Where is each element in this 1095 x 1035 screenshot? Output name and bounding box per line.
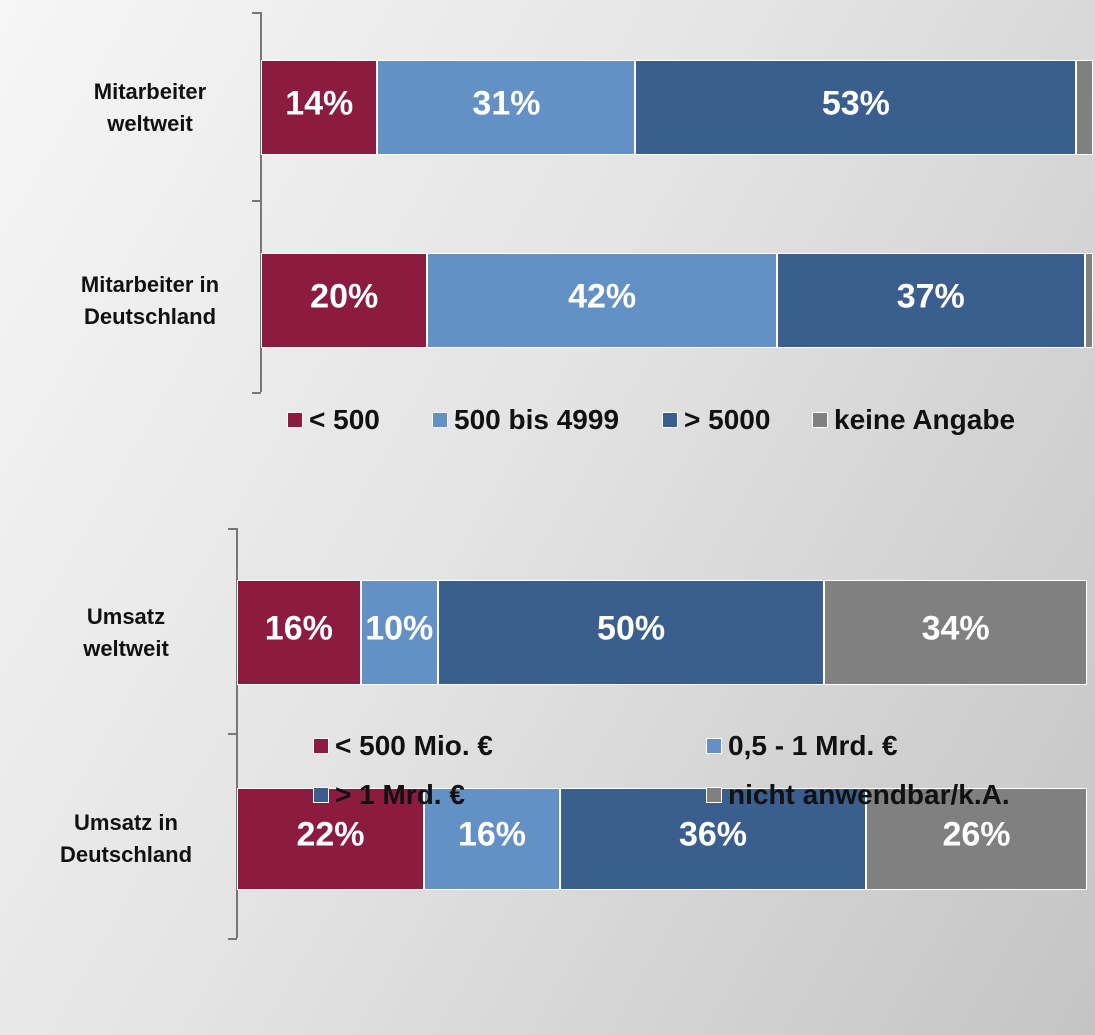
legend-item: 0,5 - 1 Mrd. €	[706, 730, 898, 762]
bar-segment	[824, 580, 1087, 685]
legend-swatch	[812, 412, 828, 428]
legend-swatch	[432, 412, 448, 428]
legend-label: < 500	[309, 404, 380, 435]
legend-item: 500 bis 4999	[432, 404, 619, 436]
data-label: 34%	[921, 609, 990, 647]
category-label: Mitarbeiter weltweit	[93, 78, 207, 136]
legend-swatch	[706, 787, 722, 803]
bar-segment	[866, 788, 1087, 890]
axis-tick	[228, 938, 237, 940]
bar-segment	[437, 580, 825, 685]
bar-segment	[1084, 253, 1093, 348]
bar-segment	[237, 788, 424, 890]
bar-segment	[261, 60, 378, 155]
data-label: 26%	[942, 815, 1011, 854]
bar-segment	[261, 253, 428, 348]
data-label: 42%	[568, 277, 637, 315]
axis-line	[260, 12, 262, 392]
legend-swatch	[313, 787, 329, 803]
axis-tick	[252, 200, 261, 202]
legend-item: > 5000	[662, 404, 770, 436]
data-label: 10%	[365, 609, 434, 647]
legend-item: > 1 Mrd. €	[313, 779, 465, 811]
axis-tick	[252, 12, 261, 14]
legend-label: keine Angabe	[834, 404, 1016, 435]
bar-segment	[776, 253, 1085, 348]
bar-segment	[1076, 60, 1093, 155]
legend-swatch	[287, 412, 303, 428]
data-label: 50%	[597, 609, 666, 647]
category-label: Mitarbeiter in Deutschland	[80, 271, 220, 329]
data-label: 16%	[457, 815, 527, 854]
legend-label: > 5000	[684, 404, 771, 435]
bar-segment	[635, 60, 1077, 155]
legend-item: keine Angabe	[812, 404, 1015, 436]
category-label: Umsatz weltweit	[83, 603, 169, 661]
data-label: 20%	[310, 277, 379, 315]
legend-label: 500 bis 4999	[454, 404, 620, 435]
bar-segment	[377, 60, 636, 155]
bar-segment	[237, 580, 361, 685]
legend-swatch	[662, 412, 678, 428]
axis-line	[236, 528, 238, 938]
category-label: Umsatz in Deutschland	[59, 810, 193, 867]
axis-tick	[252, 392, 261, 394]
data-label: 22%	[296, 815, 365, 854]
data-label: 36%	[678, 815, 748, 854]
axis-tick	[228, 733, 237, 735]
legend-label: > 1 Mrd. €	[335, 779, 465, 810]
legend-label: < 500 Mio. €	[335, 730, 493, 761]
data-label: 16%	[264, 609, 333, 647]
data-label: 14%	[285, 84, 354, 122]
legend-swatch	[313, 738, 329, 754]
bar-segment	[424, 788, 560, 890]
legend-item: < 500 Mio. €	[313, 730, 493, 762]
axis-tick	[228, 528, 237, 530]
legend-swatch	[706, 738, 722, 754]
legend-label: nicht anwendbar/k.A.	[728, 779, 1010, 810]
data-label: 53%	[821, 84, 890, 122]
legend-item: nicht anwendbar/k.A.	[706, 779, 1010, 811]
legend-item: < 500	[287, 404, 380, 436]
legend-label: 0,5 - 1 Mrd. €	[728, 730, 898, 761]
data-label: 37%	[896, 277, 965, 315]
bar-segment	[360, 580, 438, 685]
bar-segment	[560, 788, 866, 890]
data-label: 31%	[472, 84, 541, 122]
bar-segment	[427, 253, 777, 348]
